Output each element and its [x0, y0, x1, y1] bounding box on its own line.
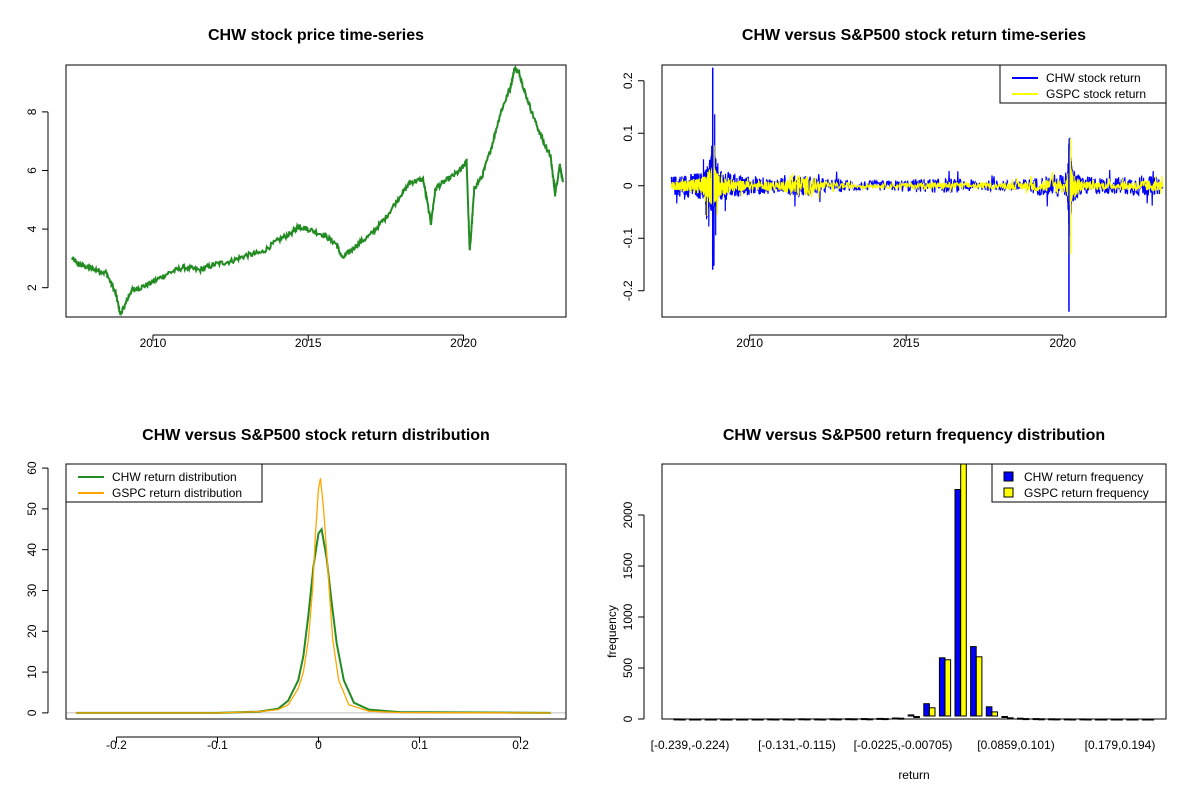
bar-gspc	[944, 659, 952, 717]
x-tick-label: [0.179,0.194)	[1085, 738, 1156, 752]
chart-title: CHW versus S&P500 stock return time-seri…	[742, 27, 1086, 44]
y-tick-label: 20	[25, 624, 39, 638]
y-axis-label: frequency	[605, 605, 619, 658]
legend-label: GSPC return frequency	[1024, 486, 1149, 500]
y-tick-label: 50	[25, 502, 39, 516]
x-axis: -0.2 -0.1 0 0.1 0.2	[106, 736, 529, 752]
legend-label: CHW return frequency	[1024, 470, 1143, 484]
plot-frame	[661, 463, 1167, 720]
x-tick-label: 0	[315, 738, 322, 752]
y-tick-label: 0	[25, 709, 39, 716]
x-tick-label: 2020	[1049, 336, 1076, 350]
plot-area	[670, 67, 1164, 312]
bar-chw	[923, 703, 930, 717]
x-tick-label: 2020	[450, 336, 477, 350]
legend-box	[991, 463, 1167, 503]
chart-panel-4: CHW versus S&P500 return frequency distr…	[605, 427, 1167, 782]
legend-box	[999, 64, 1167, 104]
bar-gspc	[960, 463, 967, 717]
x-tick-label: -0.1	[207, 738, 228, 752]
x-tick-label: 2010	[736, 336, 763, 350]
plot-frame	[65, 64, 567, 318]
y-tick-label: 40	[25, 543, 39, 557]
bar-chw	[970, 646, 977, 717]
x-axis: [-0.239,-0.224) [-0.131,-0.115) [-0.0225,-…	[605, 605, 1155, 782]
plot-frame	[65, 463, 567, 720]
legend-swatch	[1003, 487, 1014, 498]
x-tick-label: [-0.0225,-0.00705)	[854, 738, 953, 752]
x-tick-label: -0.2	[106, 738, 127, 752]
legend: CHW return frequency GSPC return frequenc…	[991, 463, 1167, 503]
chart-title: CHW versus S&P500 stock return distribut…	[142, 427, 490, 444]
plot-area	[71, 64, 564, 317]
x-axis-label: return	[898, 768, 929, 782]
x-tick-label: 2015	[295, 336, 322, 350]
legend-label: GSPC return distribution	[112, 486, 242, 500]
x-tick-label: [-0.131,-0.115)	[758, 738, 836, 752]
x-axis: 2010 2015 2020	[736, 334, 1076, 350]
legend-label: CHW return distribution	[112, 470, 237, 484]
y-tick-label: 4	[25, 225, 39, 232]
bar-chw	[1001, 716, 1009, 718]
y-tick-label: 10	[25, 665, 39, 679]
legend-label: GSPC stock return	[1046, 87, 1146, 101]
y-tick-label: 60	[25, 461, 39, 475]
price-line	[71, 64, 564, 317]
y-axis: 0 500 1000 1500 2000	[621, 501, 645, 722]
chart-title: CHW stock price time-series	[208, 27, 424, 44]
legend-box	[65, 463, 263, 503]
y-tick-label: 1000	[621, 603, 635, 630]
x-tick-label: 2015	[893, 336, 920, 350]
y-tick-label: 0	[621, 715, 635, 722]
legend-label: CHW stock return	[1046, 71, 1141, 85]
y-axis: 2 4 6 8	[25, 108, 49, 291]
y-axis: 0 10 20 30 40 50 60	[25, 461, 49, 716]
plot-area	[66, 478, 566, 714]
bar-gspc	[913, 716, 920, 718]
bar-chw	[954, 489, 962, 717]
x-tick-label: [-0.239,-0.224)	[651, 738, 730, 752]
chart-panel-3: CHW versus S&P500 stock return distribut…	[25, 427, 567, 752]
y-tick-label: -0.1	[621, 228, 635, 249]
bar-chw	[985, 706, 993, 717]
bar-gspc	[928, 707, 936, 717]
x-axis: 2010 2015 2020	[140, 334, 477, 350]
legend-swatch	[1003, 471, 1014, 482]
bar-gspc	[991, 711, 999, 717]
chart-panel-2: CHW versus S&P500 stock return time-seri…	[621, 27, 1167, 350]
y-tick-label: 0.2	[621, 72, 635, 89]
x-tick-label: [0.0859,0.101)	[977, 738, 1054, 752]
x-tick-label: 0.2	[512, 738, 529, 752]
bar-gspc	[975, 656, 983, 717]
x-tick-label: 2010	[140, 336, 167, 350]
x-tick-label: 0.1	[411, 738, 428, 752]
chart-title: CHW versus S&P500 return frequency distr…	[723, 427, 1105, 444]
bar-chw	[907, 714, 915, 717]
y-tick-label: 8	[25, 108, 39, 115]
density-line-2	[76, 478, 551, 714]
y-tick-label: 2000	[621, 501, 635, 528]
y-tick-label: 6	[25, 167, 39, 174]
density-line-1	[76, 526, 551, 714]
bar-chw	[938, 657, 946, 717]
y-tick-label: 1500	[621, 552, 635, 579]
y-axis: -0.2 -0.1 0 0.1 0.2	[621, 72, 645, 301]
legend: CHW stock return GSPC stock return	[999, 64, 1167, 104]
y-tick-label: 0.1	[621, 125, 635, 142]
y-tick-label: 2	[25, 284, 39, 291]
y-tick-label: 0	[621, 182, 635, 189]
plot-frame	[661, 64, 1167, 318]
y-tick-label: 30	[25, 583, 39, 597]
legend: CHW return distribution GSPC return distr…	[65, 463, 263, 503]
y-tick-label: 500	[621, 658, 635, 678]
y-tick-label: -0.2	[621, 280, 635, 301]
